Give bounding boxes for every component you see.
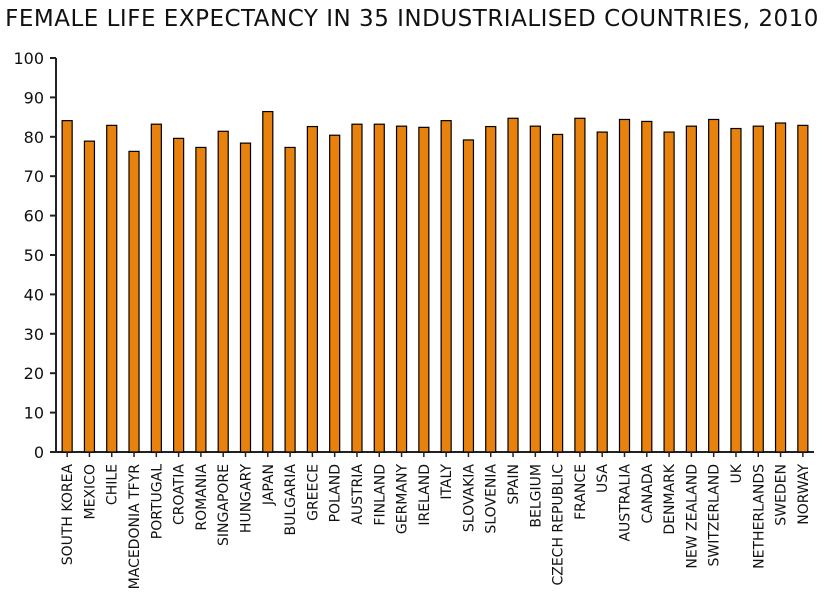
y-tick-label: 70 [24,167,44,186]
y-tick-label: 20 [24,364,44,383]
bar [641,120,653,453]
x-category-label: CZECH REPUBLIC [551,464,567,586]
bar [708,118,720,453]
bar [150,123,162,453]
bar [395,125,408,453]
x-category-label: SINGAPORE [216,464,232,546]
x-category-label: CANADA [640,464,656,524]
x-category-label: AUSTRIA [350,464,366,525]
x-category-label: PORTUGAL [149,464,165,539]
y-tick-label: 80 [24,128,44,147]
x-category-label: IRELAND [417,464,433,526]
x-category-label: ROMANIA [194,464,210,531]
x-category-label: HUNGARY [239,464,255,534]
bar [462,139,475,453]
bar [173,137,185,453]
x-category-label: AUSTRALIA [618,464,634,542]
bar [797,124,809,453]
x-category-label: JAPAN [261,464,277,506]
bar [284,146,296,453]
x-category-label: ITALY [439,464,455,500]
x-category-label: NORWAY [796,464,812,525]
bar [262,110,274,453]
bar [774,122,787,453]
bar [195,146,207,453]
bar [418,126,430,453]
x-category-label: SLOVAKIA [461,464,477,533]
x-category-label: CHILE [105,464,121,505]
x-category-label: DENMARK [662,463,678,534]
bar [529,125,541,453]
x-category-label: GERMANY [395,464,411,535]
x-category-label: UK [729,463,745,483]
bar [730,127,742,453]
bar [306,125,318,453]
x-category-label: FINLAND [372,464,388,526]
bar [596,131,608,453]
x-category-label: NEW ZEALAND [684,464,700,569]
bar [663,131,675,453]
bar [618,118,631,453]
y-tick-label: 30 [24,325,44,344]
y-tick-label: 60 [24,207,44,226]
x-category-label: FRANCE [573,464,589,520]
x-category-label: USA [595,464,611,493]
bar [440,120,452,453]
bar [61,120,73,453]
chart-title: FEMALE LIFE EXPECTANCY IN 35 INDUSTRIALI… [5,6,819,32]
x-category-label: NETHERLANDS [751,464,767,569]
bar [128,150,140,453]
x-category-label: GREECE [305,464,321,521]
x-category-label: SOUTH KOREA [60,464,76,566]
bar [239,142,252,453]
bar [752,125,764,453]
x-category-label: SWEDEN [774,464,790,526]
bar [552,133,564,453]
x-category-label: MACEDONIA TFYR [127,464,143,590]
x-category-label: BULGARIA [283,464,299,536]
x-category-label: BELGIUM [528,464,544,528]
bar [217,130,229,453]
x-category-label: CROATIA [172,464,188,525]
x-category-label: SWITZERLAND [707,464,723,567]
bar [574,117,586,453]
y-tick-label: 50 [24,246,44,265]
bar [373,123,385,453]
bar [485,125,497,453]
x-category-label: POLAND [328,464,344,522]
x-category-label: MEXICO [82,464,98,519]
bar [351,123,363,453]
y-tick-label: 10 [24,404,44,423]
bar [685,125,697,453]
y-tick-label: 90 [24,88,44,107]
x-category-label: SPAIN [506,464,522,505]
bar [106,124,118,453]
y-tick-label: 40 [24,285,44,304]
bar [329,134,341,453]
y-tick-label: 100 [13,49,44,68]
y-tick-label: 0 [34,443,44,462]
x-category-label: SLOVENIA [484,464,500,534]
bar [507,117,519,453]
bar [83,140,96,453]
